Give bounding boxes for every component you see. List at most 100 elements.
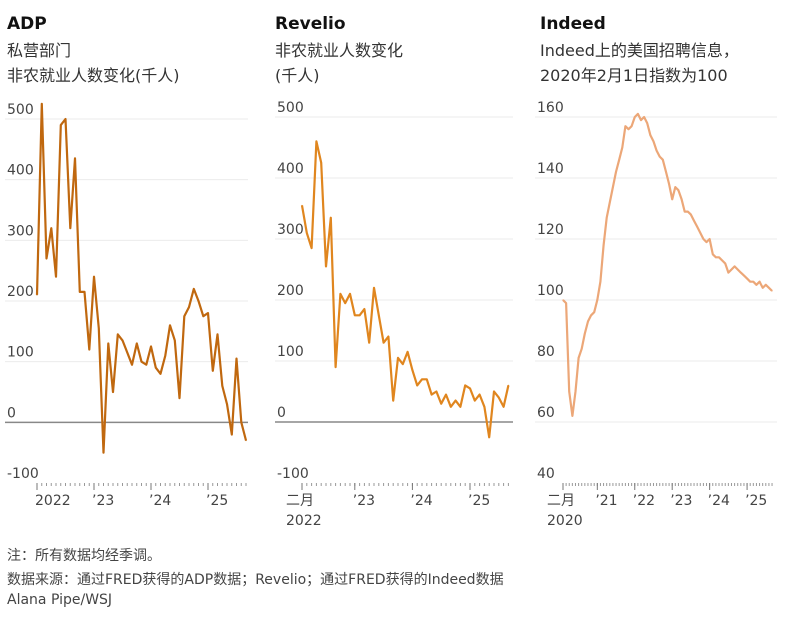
data-point [709, 238, 711, 240]
chart-subtitle: Indeed上的美国招聘信息， 2020年2月1日指数为100 [540, 38, 739, 88]
data-point [727, 271, 729, 274]
subtitle-line: 私营部门 [7, 41, 72, 60]
series-line [300, 140, 510, 439]
y-tick-label: 120 [537, 222, 564, 238]
x-tick-label: ’22 [633, 493, 655, 509]
data-point [712, 253, 714, 255]
data-point [684, 210, 686, 213]
data-point [469, 387, 471, 390]
data-point [677, 189, 680, 191]
data-point [197, 300, 200, 302]
data-point [612, 186, 614, 188]
y-tick-label: -100 [277, 466, 309, 482]
data-point [159, 373, 162, 375]
data-point [687, 210, 689, 213]
data-point [718, 256, 720, 258]
data-point [330, 217, 332, 219]
y-tick-label: 0 [277, 405, 286, 421]
data-point [618, 159, 620, 161]
data-point [416, 384, 418, 386]
x-tick-year-label: 2020 [547, 513, 583, 529]
y-tick-label: 300 [7, 223, 34, 239]
data-point [164, 355, 166, 357]
source-note: 数据来源：通过FRED获得的ADP数据；Revelio；通过FRED获得的Ind… [7, 572, 504, 588]
data-point [637, 113, 639, 115]
data-point [421, 378, 423, 380]
data-point [581, 348, 583, 350]
data-point [74, 157, 76, 160]
chart-subtitle: 私营部门 非农就业人数变化(千人) [7, 38, 180, 88]
data-point [578, 357, 580, 359]
data-point [503, 406, 505, 408]
data-point [41, 103, 43, 105]
y-tick-label: 500 [277, 100, 304, 116]
x-tick-label: ’23 [353, 493, 375, 509]
data-point [606, 217, 608, 219]
x-tick-label: 2022 [35, 493, 71, 509]
chart-indeed: 160 140 120 100 80 60 40 二月 2020 ’21 ’22 ’23 ’24 ’25 [535, 100, 777, 529]
x-tick-label: ’23 [670, 493, 692, 509]
data-point [150, 345, 152, 348]
data-point [690, 214, 692, 216]
data-point [98, 327, 100, 329]
data-point [207, 312, 209, 314]
data-point [634, 116, 636, 118]
data-point [431, 393, 433, 396]
y-tick-label: 140 [537, 161, 564, 177]
x-tick-label: ’24 [410, 493, 432, 509]
footnote: 注：所有数据均经季调。 [7, 548, 161, 564]
y-tick-label: 400 [7, 163, 34, 179]
subtitle-line: (千人) [275, 66, 320, 85]
data-point [306, 232, 308, 234]
chart-title: ADP [7, 14, 47, 34]
y-tick-label: 100 [537, 283, 564, 299]
data-point [359, 314, 361, 316]
data-point [169, 324, 171, 326]
data-point [474, 400, 476, 402]
data-point [652, 140, 655, 142]
data-point [240, 421, 242, 423]
y-tick-label: 80 [537, 344, 555, 360]
data-point [325, 265, 327, 268]
data-point [88, 348, 90, 351]
data-point [568, 390, 570, 393]
data-point [596, 299, 598, 301]
data-point [674, 186, 676, 188]
data-point [117, 333, 119, 335]
y-tick-label: -100 [7, 466, 39, 482]
data-point [136, 342, 138, 345]
data-point [671, 198, 673, 200]
data-point [107, 342, 109, 345]
data-point [602, 244, 605, 246]
data-point [245, 439, 247, 442]
data-point [378, 314, 380, 316]
data-point [631, 125, 633, 127]
data-point [715, 256, 717, 258]
data-point [69, 227, 71, 229]
data-point [45, 257, 48, 260]
data-point [368, 342, 370, 344]
data-point [221, 385, 223, 387]
data-point [455, 400, 457, 402]
data-point [311, 247, 313, 249]
subtitle-line: 非农就业人数变化 [275, 41, 404, 60]
data-point [212, 370, 214, 372]
subtitle-line: 2020年2月1日指数为100 [540, 66, 728, 85]
data-point [387, 336, 389, 338]
data-point [590, 314, 592, 316]
data-point [696, 226, 698, 228]
data-point [587, 320, 589, 322]
y-tick-label: 300 [277, 222, 304, 238]
data-point [183, 315, 185, 317]
data-point [765, 284, 767, 286]
data-point [79, 291, 81, 293]
data-point [373, 287, 375, 289]
data-point [749, 281, 751, 283]
data-point [752, 281, 754, 283]
data-point [758, 281, 761, 283]
data-point [665, 171, 667, 173]
y-tick-label: 160 [537, 100, 564, 116]
data-point [730, 268, 733, 271]
data-point [483, 406, 485, 408]
